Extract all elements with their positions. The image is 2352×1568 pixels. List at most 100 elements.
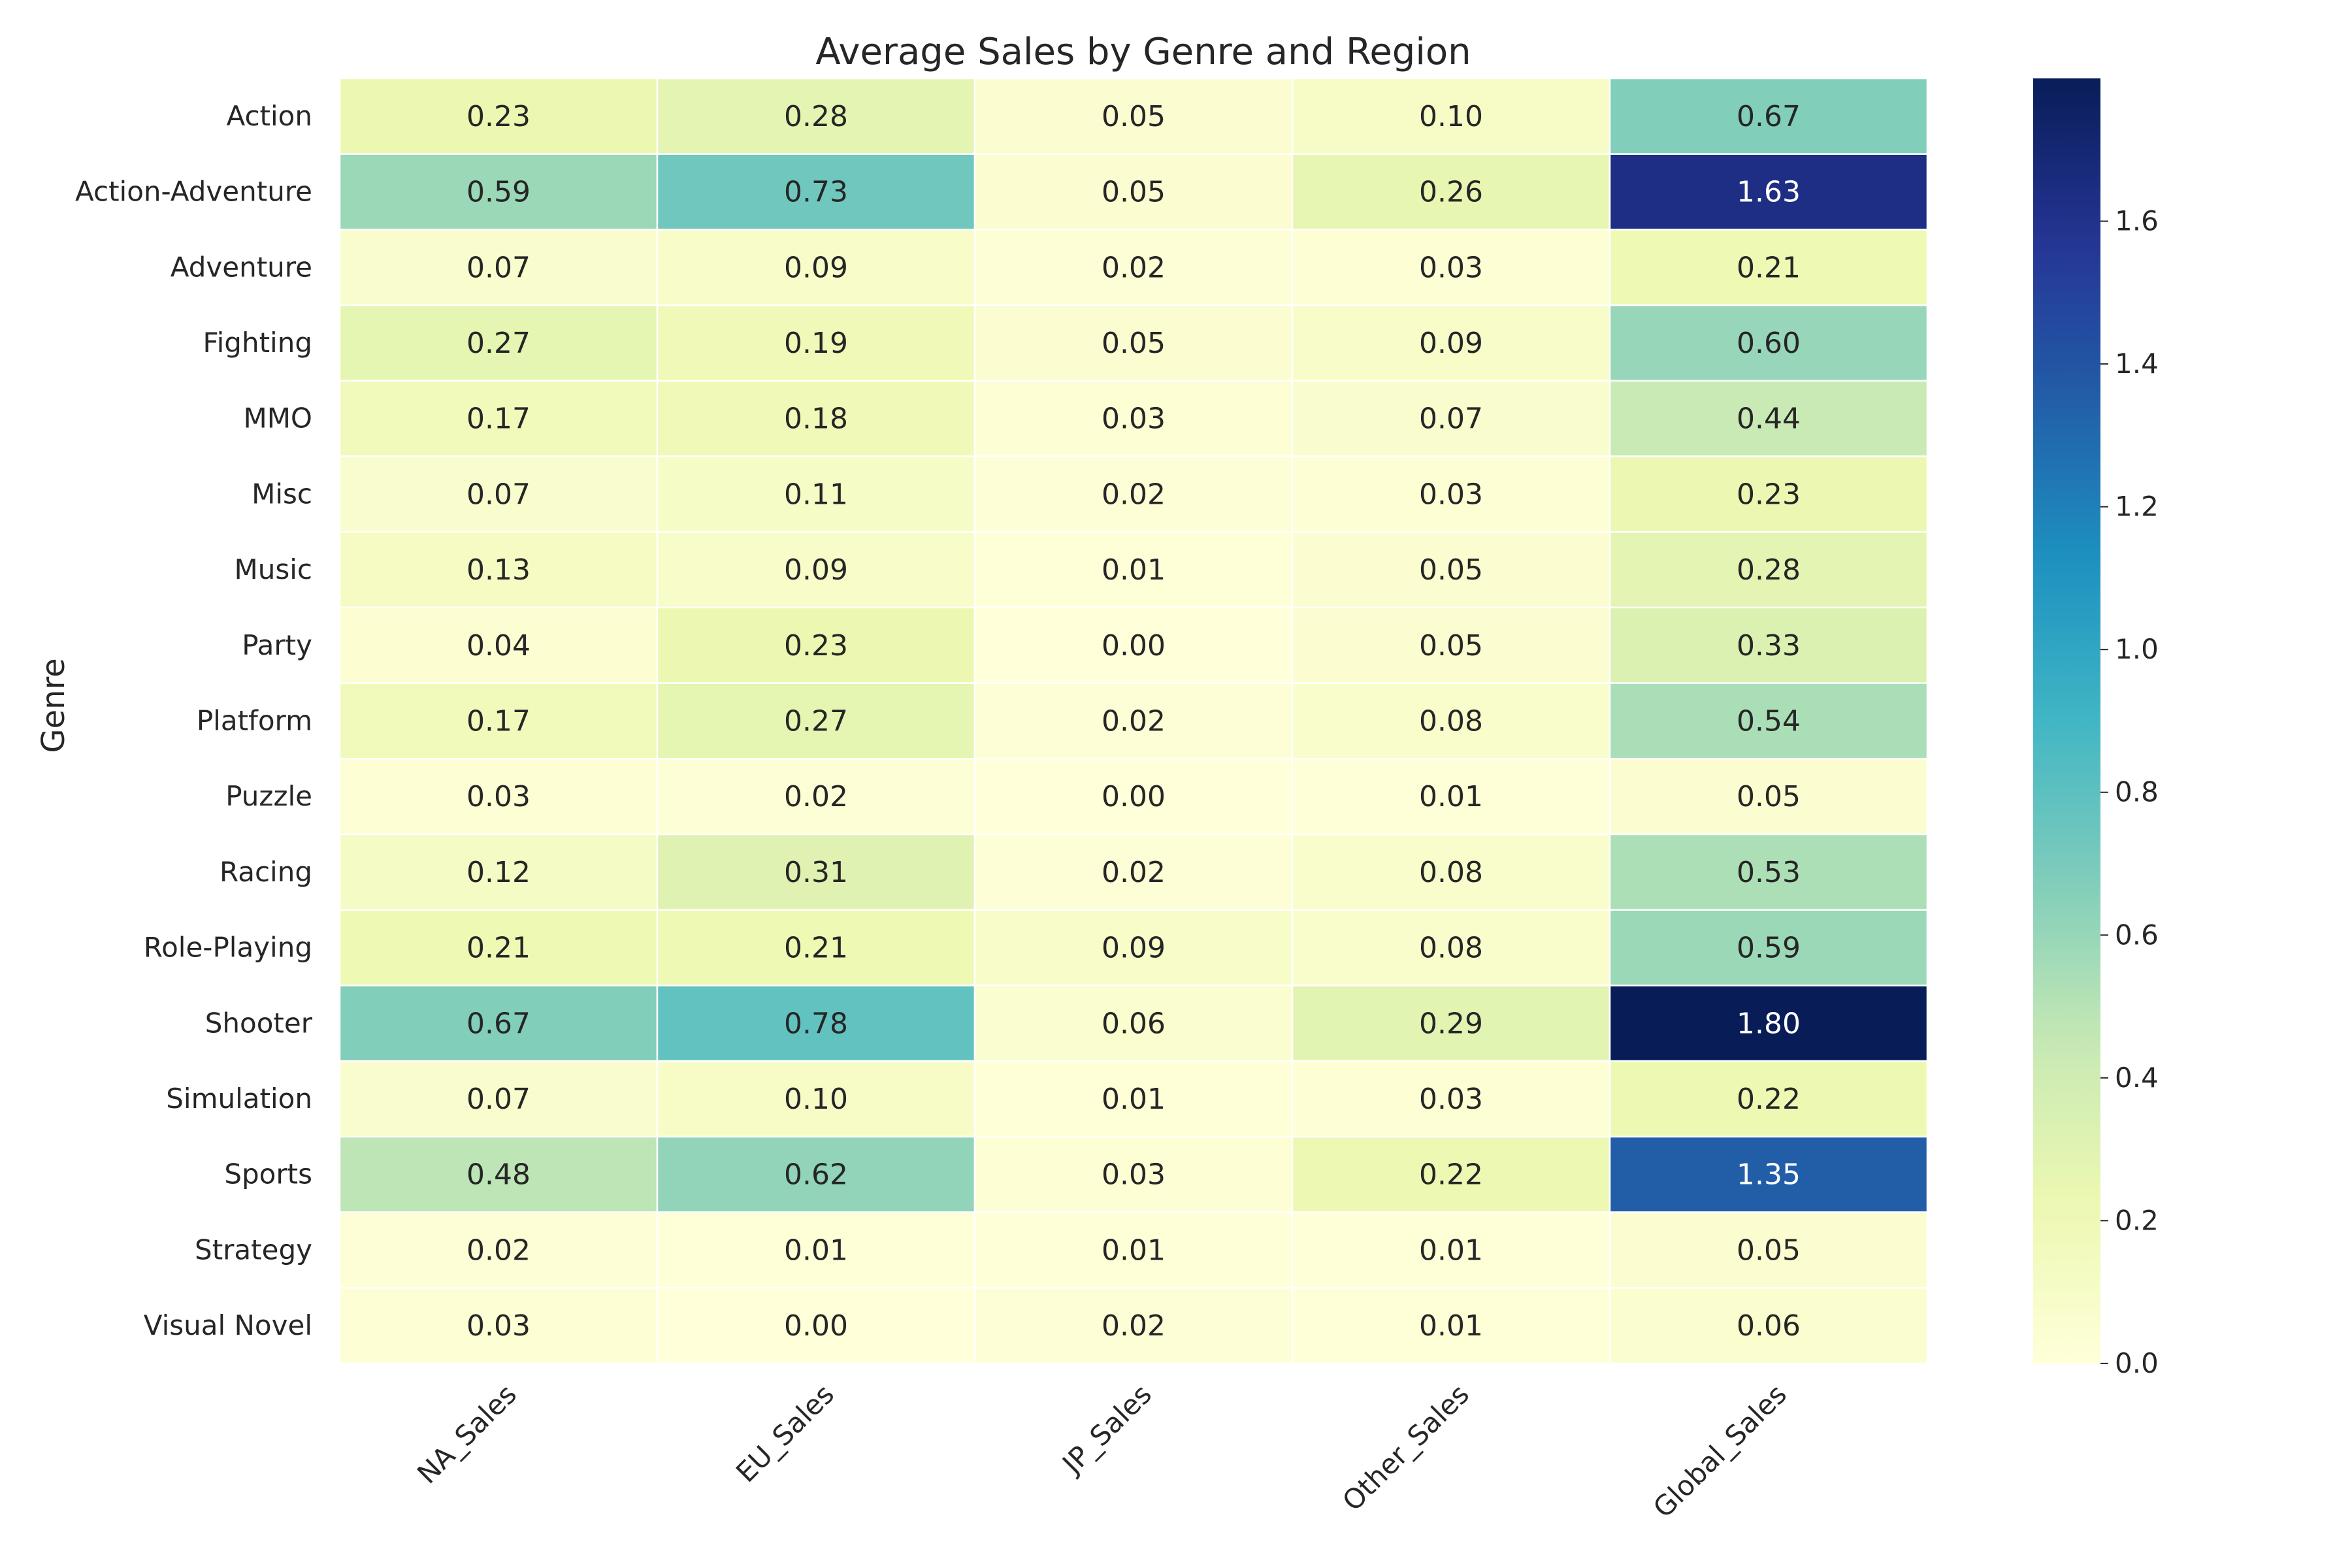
cell-value-label: 0.04 <box>466 629 531 662</box>
heatmap-cell <box>656 1060 976 1138</box>
heatmap-cell <box>973 229 1294 306</box>
cell-value-label: 0.02 <box>784 780 848 813</box>
cell-value-label: 0.21 <box>1737 251 1801 284</box>
cell-value-label: 0.07 <box>466 478 531 511</box>
heatmap-cell <box>1291 909 1611 987</box>
colorbar-tick-label: 0.8 <box>2115 776 2159 808</box>
heatmap-cell <box>656 1286 976 1365</box>
cell-value-label: 0.12 <box>466 856 531 889</box>
cell-value-label: 0.67 <box>1737 100 1801 133</box>
heatmap-cells: 0.23 0.28 0.05 0.10 0.67 0.59 0.73 0.05 0.26 1.63… <box>338 77 1929 1365</box>
cell-value-label: 0.03 <box>1419 1083 1483 1116</box>
cell-value-label: 0.08 <box>1419 932 1483 965</box>
cell-value-label: 0.02 <box>1102 251 1166 284</box>
cell-value-label: 0.01 <box>1419 1309 1483 1343</box>
cell-value-label: 0.00 <box>784 1309 848 1343</box>
cell-value-label: 0.33 <box>1737 629 1801 662</box>
heatmap-cell <box>1609 455 1929 533</box>
colorbar-tick-label: 0.4 <box>2115 1062 2159 1094</box>
heatmap-cell <box>1609 1135 1929 1213</box>
colorbar-tick-label: 1.4 <box>2115 348 2159 380</box>
heatmap-cell <box>338 153 659 231</box>
row-label: Party <box>242 629 312 661</box>
cell-value-label: 1.63 <box>1737 176 1801 209</box>
cell-value-label: 0.23 <box>1737 478 1801 511</box>
row-label: Platform <box>197 704 312 736</box>
cell-value-label: 0.27 <box>784 704 848 738</box>
colorbar: 0.0 0.2 0.4 0.6 0.8 1.0 1.2 1.4 1.6 <box>2033 78 2159 1379</box>
cell-value-label: 0.28 <box>1737 553 1801 587</box>
column-labels: NA_Sales EU_Sales JP_Sales Other_Sales Globa… <box>411 1378 1793 1524</box>
cell-value-label: 0.05 <box>1102 100 1166 133</box>
cell-value-label: 0.05 <box>1419 553 1483 587</box>
heatmap-cell <box>1291 455 1611 533</box>
heatmap-cell <box>338 833 659 911</box>
column-label: Global_Sales <box>1647 1378 1793 1524</box>
cell-value-label: 0.54 <box>1737 704 1801 738</box>
cell-value-label: 0.21 <box>466 932 531 965</box>
heatmap-cell <box>973 1060 1294 1138</box>
heatmap-cell <box>338 909 659 987</box>
cell-value-label: 0.31 <box>784 856 848 889</box>
row-label: Fighting <box>203 327 312 359</box>
cell-value-label: 0.07 <box>466 1083 531 1116</box>
heatmap-cell <box>1291 1286 1611 1365</box>
heatmap-cell <box>1609 606 1929 684</box>
cell-value-label: 0.01 <box>1419 1233 1483 1267</box>
heatmap-cell <box>973 455 1294 533</box>
cell-value-label: 0.23 <box>466 100 531 133</box>
cell-value-label: 0.26 <box>1419 176 1483 209</box>
heatmap-cell <box>338 985 659 1062</box>
heatmap-cell <box>338 304 659 382</box>
cell-value-label: 0.78 <box>784 1007 848 1040</box>
cell-value-label: 0.09 <box>1102 932 1166 965</box>
row-labels: Action Action-Adventure Adventure Fighting M… <box>75 100 313 1341</box>
cell-value-label: 0.05 <box>1419 629 1483 662</box>
cell-value-label: 0.02 <box>1102 704 1166 738</box>
heatmap-cell <box>1609 1060 1929 1138</box>
cell-value-label: 0.10 <box>1419 100 1483 133</box>
colorbar-tick-label: 1.2 <box>2115 491 2159 523</box>
cell-value-label: 0.01 <box>1419 780 1483 813</box>
heatmap-cell <box>1609 682 1929 760</box>
heatmap-cell <box>338 1060 659 1138</box>
cell-value-label: 0.01 <box>1102 1233 1166 1267</box>
heatmap-cell <box>1291 77 1611 155</box>
cell-value-label: 0.59 <box>466 176 531 209</box>
row-label: Puzzle <box>225 780 312 812</box>
heatmap-cell <box>1291 229 1611 306</box>
cell-value-label: 1.35 <box>1737 1158 1801 1192</box>
cell-value-label: 0.08 <box>1419 856 1483 889</box>
cell-value-label: 0.08 <box>1419 704 1483 738</box>
cell-value-label: 0.02 <box>466 1233 531 1267</box>
y-axis-label: Genre <box>35 658 72 753</box>
cell-value-label: 0.17 <box>466 402 531 436</box>
cell-value-label: 0.53 <box>1737 856 1801 889</box>
colorbar-tick-label: 0.2 <box>2115 1204 2159 1236</box>
cell-value-label: 0.03 <box>1419 478 1483 511</box>
colorbar-gradient <box>2033 78 2100 1364</box>
cell-value-label: 0.09 <box>784 553 848 587</box>
column-label: NA_Sales <box>411 1378 523 1490</box>
cell-value-label: 0.02 <box>1102 478 1166 511</box>
column-label: EU_Sales <box>730 1378 840 1488</box>
heatmap-cell <box>973 1211 1294 1289</box>
cell-value-label: 0.29 <box>1419 1007 1483 1040</box>
cell-value-label: 0.02 <box>1102 856 1166 889</box>
cell-value-label: 0.18 <box>784 402 848 436</box>
cell-value-label: 0.06 <box>1737 1309 1801 1343</box>
heatmap-cell <box>1291 1135 1611 1213</box>
heatmap-cell <box>338 1286 659 1365</box>
heatmap-cell <box>973 77 1294 155</box>
cell-value-label: 0.00 <box>1102 629 1166 662</box>
cell-value-label: 0.03 <box>1102 402 1166 436</box>
heatmap-cell <box>973 682 1294 760</box>
cell-value-label: 0.27 <box>466 327 531 360</box>
heatmap-cell <box>338 758 659 836</box>
column-label: Other_Sales <box>1336 1378 1475 1517</box>
heatmap-cell <box>656 455 976 533</box>
heatmap-cell <box>1609 1211 1929 1289</box>
column-label: JP_Sales <box>1055 1378 1158 1480</box>
cell-value-label: 0.62 <box>784 1158 848 1192</box>
